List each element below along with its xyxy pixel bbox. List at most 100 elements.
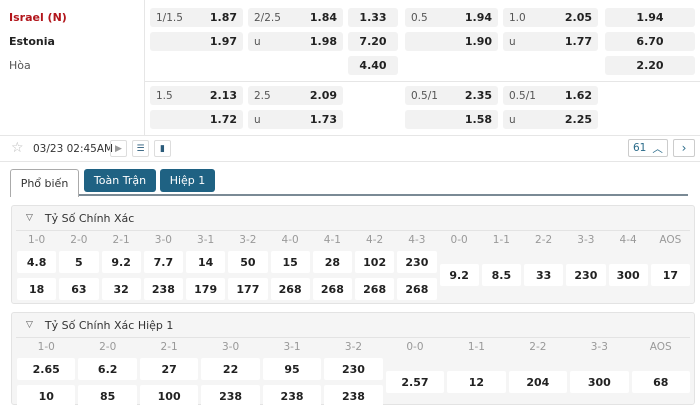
away-score-odds[interactable]: 238 [262,385,322,407]
home-score-odds[interactable]: 50 [228,251,268,273]
chart-icon[interactable]: ▮ [154,140,171,157]
away-score-odds[interactable]: 100 [139,385,199,407]
score-label: 3-3 [577,234,595,246]
odds-value: 2.09 [309,89,337,102]
tab-full-match[interactable]: Toàn Trận [84,169,156,192]
away-score-odds[interactable]: 18 [17,278,57,300]
section-header[interactable]: ▽ Tỷ Số Chính Xác [16,206,690,231]
odds-value: 7.20 [359,35,387,48]
odds-value: 1.94 [464,11,492,24]
odds-cell[interactable]: u 1.77 [503,32,598,51]
tabs: Phổ biến Toàn Trận Hiệp 1 [10,169,688,197]
home-score-odds[interactable]: 22 [201,358,260,380]
odds-cell[interactable]: 7.20 [348,32,398,51]
odds-cell[interactable]: 0.5 1.94 [405,8,498,27]
score-label: 0-0 [406,341,424,353]
home-score-odds[interactable]: 28 [312,251,352,273]
odds-cell[interactable]: 1.0 2.05 [503,8,598,27]
draw-score-odds[interactable]: 17 [650,264,690,286]
chevron-up-icon: ︿ [652,142,663,155]
odds-cell[interactable]: 1.97 [150,32,243,51]
home-score-odds[interactable]: 4.8 [17,251,57,273]
home-team: Israel (N) [9,11,67,24]
odds-cell[interactable]: 1.58 [405,110,498,129]
odds-cell[interactable]: 2/2.5 1.84 [248,8,343,27]
odds-cell[interactable]: u 1.98 [248,32,343,51]
odds-cell[interactable]: 1.33 [348,8,398,27]
draw-score-odds[interactable]: 12 [447,371,506,393]
layout-icon[interactable]: ☰ [132,140,149,157]
draw-score-odds[interactable]: 300 [608,264,648,286]
away-score-odds[interactable]: 32 [101,278,141,300]
home-score-odds[interactable]: 9.2 [101,251,141,273]
odds-value: 2.05 [564,11,592,24]
odds-cell[interactable]: 0.5/1 2.35 [405,86,498,105]
odds-cell[interactable]: u 2.25 [503,110,598,129]
score-label: 1-1 [467,341,485,353]
odds-value: 1.90 [464,35,492,48]
score-label: 4-3 [408,234,426,246]
away-score-odds[interactable]: 268 [355,278,395,300]
away-score-odds[interactable]: 63 [59,278,99,300]
away-score-odds[interactable]: 177 [228,278,268,300]
draw-score-odds[interactable]: 68 [631,371,690,393]
score-label: 1-1 [492,234,510,246]
home-score-odds[interactable]: 27 [139,358,199,380]
home-score-odds[interactable]: 14 [186,251,226,273]
draw-score-odds[interactable]: 300 [570,371,629,393]
odds-value: 1.62 [564,89,592,102]
home-score-odds[interactable]: 230 [324,358,383,380]
odds-cell[interactable]: 0.5/1 1.62 [503,86,598,105]
odds-value: 1.87 [209,11,237,24]
play-icon[interactable]: ▶ [110,140,127,157]
away-score-odds[interactable]: 268 [270,278,310,300]
correct-score-half-section: ▽ Tỷ Số Chính Xác Hiệp 1 1-0 2.65 10 2-0 6.2 8… [11,312,695,407]
away-score-odds[interactable]: 85 [78,385,137,407]
odds-value: 2.20 [636,59,664,72]
draw-score-odds[interactable]: 8.5 [481,264,521,286]
home-score-odds[interactable]: 7.7 [143,251,183,273]
home-score-odds[interactable]: 15 [270,251,310,273]
away-score-odds[interactable]: 268 [312,278,352,300]
tab-first-half[interactable]: Hiệp 1 [160,169,215,192]
odds-cell[interactable]: 1.90 [405,32,498,51]
odds-cell[interactable]: 1.94 [605,8,695,27]
odds-cell[interactable]: 1.5 2.13 [150,86,243,105]
home-score-odds[interactable]: 5 [59,251,99,273]
home-score-odds[interactable]: 95 [262,358,322,380]
score-label: 3-1 [283,341,301,353]
draw-score-odds[interactable]: 2.57 [385,371,445,393]
chevron-right-icon[interactable]: › [673,139,695,157]
odds-value: 1.33 [359,11,387,24]
odds-cell[interactable]: 1.72 [150,110,243,129]
odds-cell[interactable]: 4.40 [348,56,398,75]
odds-cell[interactable]: 6.70 [605,32,695,51]
home-score-odds[interactable]: 2.65 [17,358,76,380]
away-score-odds[interactable]: 238 [143,278,183,300]
away-score-odds[interactable]: 179 [186,278,226,300]
odds-cell[interactable]: 2.20 [605,56,695,75]
home-score-odds[interactable]: 230 [397,251,437,273]
odds-cell[interactable]: 2.5 2.09 [248,86,343,105]
odds-cell[interactable]: u 1.73 [248,110,343,129]
away-score-odds[interactable]: 10 [17,385,76,407]
draw-score-odds[interactable]: 33 [524,264,564,286]
score-label: 2-2 [535,234,553,246]
markets-count-button[interactable]: 61 ︿ [628,139,668,157]
tab-popular[interactable]: Phổ biến [10,169,79,197]
odds-line: 0.5/1 [509,89,536,102]
odds-line: 2/2.5 [254,11,281,24]
section-header[interactable]: ▽ Tỷ Số Chính Xác Hiệp 1 [16,313,690,338]
home-score-odds[interactable]: 6.2 [78,358,137,380]
away-score-odds[interactable]: 238 [324,385,383,407]
star-icon[interactable]: ☆ [11,140,24,156]
score-label: 2-1 [112,234,130,246]
odds-cell[interactable]: 1/1.5 1.87 [150,8,243,27]
away-score-odds[interactable]: 268 [397,278,437,300]
draw-score-odds[interactable]: 204 [508,371,568,393]
draw-score-odds[interactable]: 9.2 [439,264,479,286]
away-score-odds[interactable]: 238 [201,385,260,407]
score-label: 4-1 [323,234,341,246]
draw-score-odds[interactable]: 230 [566,264,606,286]
home-score-odds[interactable]: 102 [355,251,395,273]
